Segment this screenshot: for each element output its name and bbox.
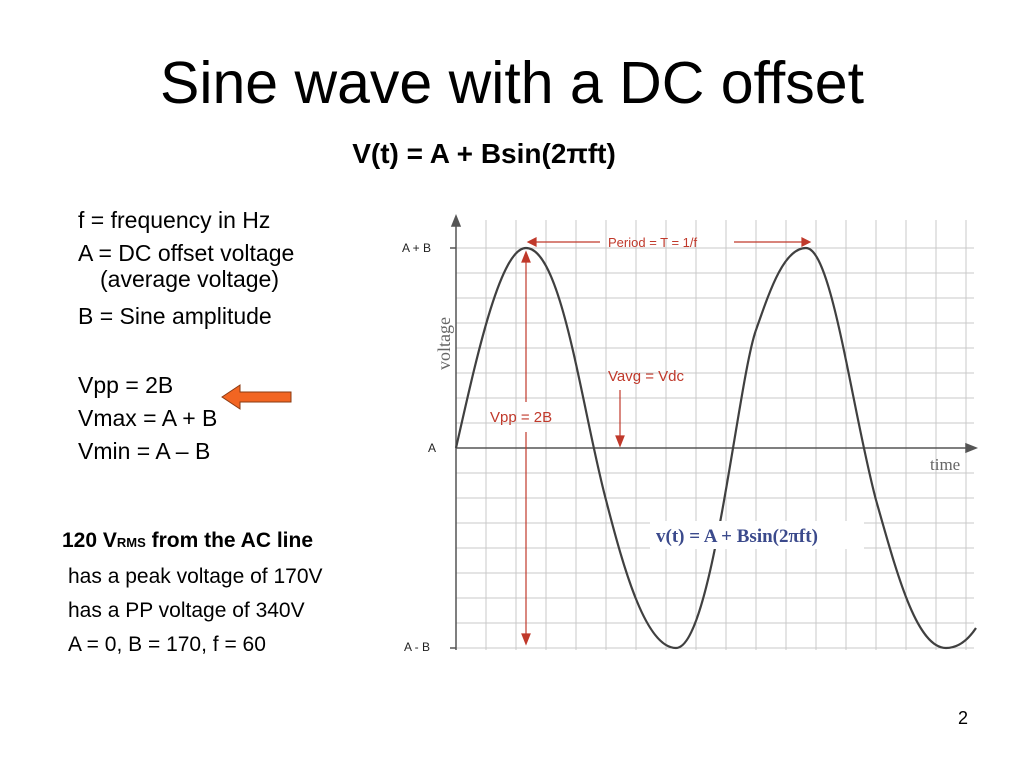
def-vmax: Vmax = A + B [78, 405, 218, 431]
tick-label-bottom: A - B [404, 640, 430, 654]
tick-label-mid: A [428, 441, 436, 455]
sine-wave-figure: A + B A A - B voltage time Period = T = … [402, 213, 979, 654]
axes [450, 213, 979, 650]
vpp-label: Vpp = 2B [490, 409, 552, 426]
equation-label: v(t) = A + Bsin(2πft) [656, 526, 818, 547]
vavg-arrow [615, 390, 625, 448]
spacer [78, 333, 294, 369]
vavg-label: Vavg = Vdc [608, 368, 685, 385]
rms-pp: has a PP voltage of 340V [68, 599, 305, 622]
rms-heading: 120 VRMS from the AC line [62, 529, 314, 552]
def-amplitude: B = Sine amplitude [78, 303, 272, 329]
rms-values: A = 0, B = 170, f = 60 [68, 633, 266, 656]
rms-peak: has a peak voltage of 170V [68, 565, 323, 588]
tick-label-top: A + B [402, 241, 431, 255]
definitions-list: f = frequency in Hz A = DC offset voltag… [78, 204, 294, 468]
left-arrow-icon [221, 384, 292, 410]
y-axis-label: voltage [434, 317, 454, 370]
def-offset: A = DC offset voltage [78, 240, 295, 266]
grid [455, 220, 974, 650]
vpp-arrow [521, 250, 531, 646]
period-arrow [526, 237, 812, 247]
x-axis-label: time [930, 455, 960, 474]
def-vpp: Vpp = 2B [78, 372, 174, 398]
main-formula: V(t) = A + Bsin(2πft) [352, 138, 616, 169]
sine-curve [454, 246, 977, 650]
def-frequency: f = frequency in Hz [78, 207, 271, 233]
rms-example: 120 VRMS from the AC line has a peak vol… [62, 524, 323, 662]
def-vmin: Vmin = A – B [78, 438, 211, 464]
equation-box [650, 521, 864, 549]
period-label: Period = T = 1/f [608, 235, 698, 250]
page-number: 2 [957, 708, 968, 728]
def-offset-note: (average voltage) [100, 266, 279, 292]
slide-title: Sine wave with a DC offset [160, 50, 864, 116]
